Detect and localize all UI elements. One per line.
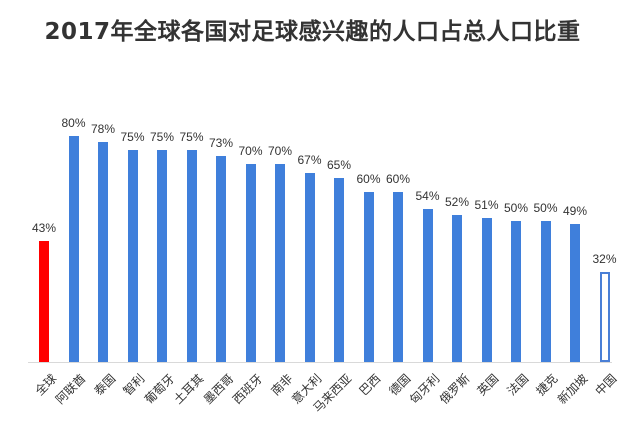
value-label: 49%: [562, 204, 588, 218]
value-label: 54%: [415, 189, 440, 203]
bar: [452, 215, 462, 362]
bar: [39, 241, 49, 362]
value-label: 32%: [592, 252, 617, 266]
bar: [127, 150, 138, 362]
value-label: 75%: [120, 130, 145, 144]
value-label: 51%: [474, 198, 499, 212]
category-label: 葡萄牙: [141, 371, 178, 407]
value-label: 60%: [356, 172, 381, 186]
category-label: 巴西: [356, 371, 384, 399]
value-label: 67%: [297, 153, 322, 167]
value-label: 75%: [179, 130, 204, 144]
value-label: 80%: [61, 116, 86, 130]
value-label: 50%: [503, 201, 529, 215]
category-label: 土耳其: [171, 371, 207, 407]
category-label: 中国: [592, 371, 620, 399]
bar: [599, 272, 610, 362]
chart-title: 2017年全球各国对足球感兴趣的人口占总人口比重: [44, 19, 581, 45]
category-label: 西班牙: [230, 371, 266, 407]
value-label: 52%: [444, 195, 470, 209]
bar: [216, 156, 226, 362]
category-label: 法国: [504, 371, 532, 399]
value-label: 73%: [208, 136, 234, 150]
category-label: 墨西哥: [200, 371, 237, 407]
bar: [334, 178, 344, 362]
category-label: 匈牙利: [407, 371, 443, 407]
bar: [275, 164, 285, 362]
category-label: 俄罗斯: [436, 371, 473, 407]
x-axis-baseline: [28, 362, 612, 363]
bar: [98, 142, 108, 362]
bar: [422, 209, 433, 362]
bar: [363, 192, 374, 362]
value-label: 70%: [267, 144, 293, 158]
bar: [157, 150, 167, 362]
category-label: 阿联酋: [53, 371, 89, 407]
value-label: 75%: [149, 130, 175, 144]
bar: [186, 150, 197, 362]
bar: [511, 221, 521, 362]
value-label: 78%: [90, 122, 116, 136]
value-label: 43%: [31, 221, 57, 235]
bar: [304, 173, 315, 362]
value-label: 70%: [238, 144, 263, 158]
bar: [481, 218, 492, 362]
bar: [393, 192, 403, 362]
value-label: 60%: [385, 172, 411, 186]
category-label: 英国: [474, 371, 502, 399]
bar: [540, 221, 551, 362]
bar: [245, 164, 256, 362]
value-label: 65%: [326, 158, 352, 172]
category-label: 新加坡: [554, 371, 591, 407]
category-label: 泰国: [91, 371, 119, 399]
value-label: 50%: [533, 201, 558, 215]
bar: [68, 136, 79, 362]
bar: [570, 224, 580, 362]
